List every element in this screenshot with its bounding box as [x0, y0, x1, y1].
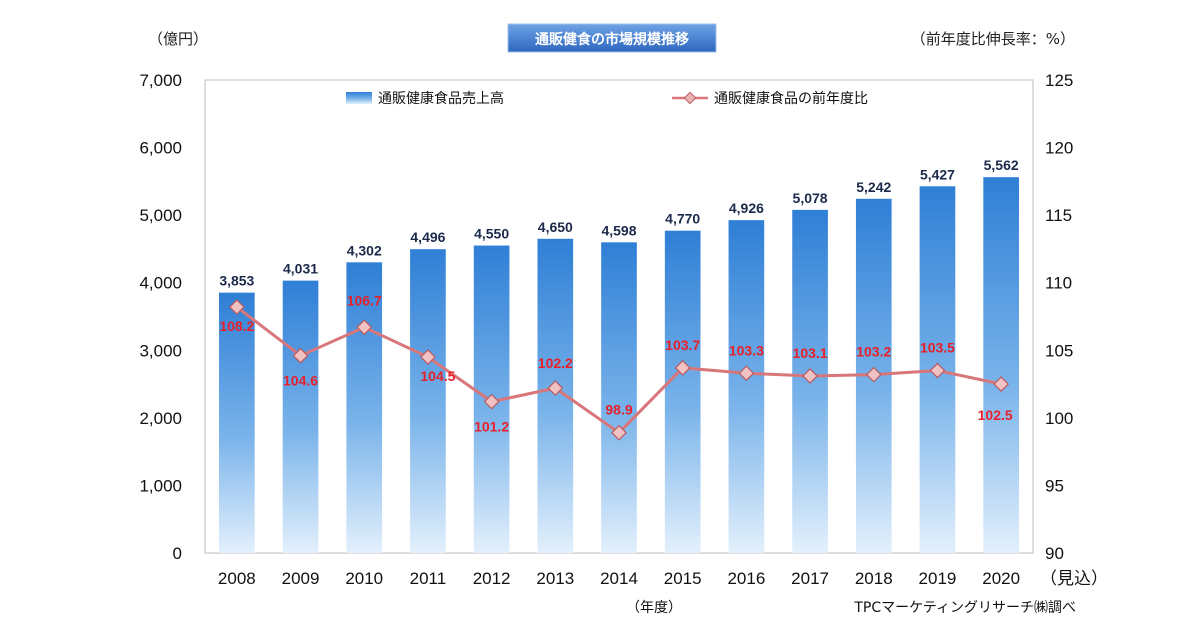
y-tick-label: 7,000	[139, 71, 182, 90]
right-axis-unit: （前年度比伸長率：%）	[911, 30, 1075, 48]
bar-value-label: 4,496	[410, 229, 445, 245]
bar-2016	[728, 220, 765, 554]
bar-2020	[983, 177, 1019, 553]
bar-2011	[410, 249, 446, 553]
yoy-marker	[738, 365, 755, 382]
y-tick-label: 6,000	[139, 139, 182, 158]
bar-value-label: 4,031	[283, 261, 318, 277]
yoy-value-label: 106.7	[347, 292, 382, 308]
yoy-marker	[611, 424, 627, 441]
legend-bar-label: 通販健康食品売上高	[378, 90, 504, 107]
bar-value-label: 5,427	[920, 166, 955, 182]
legend-line-marker	[683, 91, 697, 105]
x-axis-title: （年度）	[626, 600, 682, 616]
bar-2010	[346, 262, 383, 553]
x-tick-label: 2018	[855, 569, 893, 588]
x-tick-label: 2009	[282, 569, 320, 588]
legend-bar-swatch	[346, 92, 372, 104]
chart-title-badge	[507, 23, 717, 53]
yoy-marker	[547, 380, 564, 397]
bar-value-label: 3,853	[219, 273, 254, 289]
x-tick-label: 2020	[982, 569, 1020, 588]
x-tick-label: 2017	[791, 569, 829, 588]
x-tick-label: 2016	[727, 569, 765, 588]
left-axis-ticks: 0 1,000 2,000 3,000 4,000 5,000 6,000 7,000	[139, 71, 182, 563]
x-axis-ticks: 2008 2009 2010 2011 2012 2013 2014 2015 2016 2017…	[218, 569, 1020, 588]
x-tick-label: 2010	[345, 569, 383, 588]
yoy-marker	[228, 299, 245, 315]
x-tick-label: 2012	[473, 569, 511, 588]
yoy-value-label: 102.2	[538, 355, 573, 371]
chart-title: 通販健食の市場規模推移	[535, 31, 689, 48]
y-tick-label: 2,000	[139, 409, 182, 428]
yoy-value-label: 103.3	[729, 342, 764, 358]
bar-2009	[282, 280, 319, 553]
yoy-marker	[674, 359, 691, 376]
bar-series: 3,853 4,031 4,302 4,496 4,550 4,650 4,598 4,770…	[219, 157, 1019, 554]
bar-value-label: 4,650	[538, 219, 573, 235]
y2-tick-label: 90	[1045, 544, 1064, 563]
x-tick-label: 2014	[600, 569, 638, 588]
yoy-value-label: 98.9	[605, 402, 632, 418]
y2-tick-label: 115	[1045, 206, 1072, 225]
y-tick-label: 5,000	[139, 206, 182, 225]
y-tick-label: 0	[173, 544, 182, 563]
yoy-marker	[483, 393, 500, 410]
y2-tick-label: 105	[1045, 341, 1073, 360]
y2-tick-label: 120	[1045, 139, 1073, 158]
bar-value-label: 4,770	[665, 211, 700, 227]
y2-tick-label: 110	[1045, 274, 1072, 293]
y2-tick-label: 95	[1045, 476, 1064, 495]
left-axis-unit: （億円）	[148, 30, 208, 48]
yoy-value-label: 103.2	[856, 344, 891, 360]
legend-line-label: 通販健康食品の前年度比	[714, 90, 868, 107]
yoy-marker	[865, 366, 882, 383]
bar-2014	[601, 242, 637, 553]
bar-value-label: 5,078	[793, 190, 828, 206]
bar-value-label: 5,242	[856, 179, 891, 195]
yoy-marker	[802, 368, 818, 384]
bar-value-label: 4,926	[729, 200, 764, 216]
x-tick-label: 2011	[410, 569, 447, 588]
y-tick-label: 4,000	[139, 274, 182, 293]
yoy-value-label: 104.6	[283, 373, 318, 389]
yoy-value-label: 102.5	[978, 407, 1013, 423]
last-category-suffix: （見込）	[1040, 569, 1108, 588]
yoy-value-label: 101.2	[474, 419, 509, 435]
x-tick-label: 2013	[536, 569, 574, 588]
bar-value-label: 5,562	[984, 157, 1019, 173]
x-tick-label: 2008	[218, 569, 256, 588]
source-note: TPCマーケティングリサーチ㈱調べ	[853, 600, 1076, 616]
yoy-marker	[929, 362, 946, 379]
yoy-marker	[292, 347, 309, 364]
y2-tick-label: 100	[1045, 409, 1073, 428]
bar-value-label: 4,302	[347, 242, 382, 258]
line-series: 108.2 104.6 106.7 104.5 101.2 102.2 98.9 103.7 1…	[219, 292, 1013, 441]
y-tick-label: 1,000	[139, 476, 182, 495]
legend: 通販健康食品売上高 通販健康食品の前年度比	[346, 90, 868, 107]
yoy-marker	[993, 376, 1010, 392]
yoy-value-label: 103.7	[665, 337, 700, 353]
yoy-value-label: 103.1	[793, 345, 828, 361]
yoy-marker	[420, 349, 436, 365]
bar-2008	[219, 292, 255, 553]
x-tick-label: 2019	[919, 569, 957, 588]
yoy-value-label: 104.5	[420, 368, 455, 384]
x-tick-label: 2015	[664, 569, 702, 588]
yoy-marker	[356, 319, 373, 336]
bar-value-label: 4,550	[474, 226, 509, 242]
yoy-value-label: 108.2	[219, 318, 254, 334]
y2-tick-label: 125	[1045, 71, 1073, 90]
bar-value-label: 4,598	[601, 222, 636, 238]
y-tick-label: 3,000	[139, 341, 182, 360]
yoy-value-label: 103.5	[920, 340, 955, 356]
right-axis-ticks: 90 95 100 105 110 115 120 125	[1045, 71, 1073, 563]
bar-2015	[664, 230, 701, 554]
